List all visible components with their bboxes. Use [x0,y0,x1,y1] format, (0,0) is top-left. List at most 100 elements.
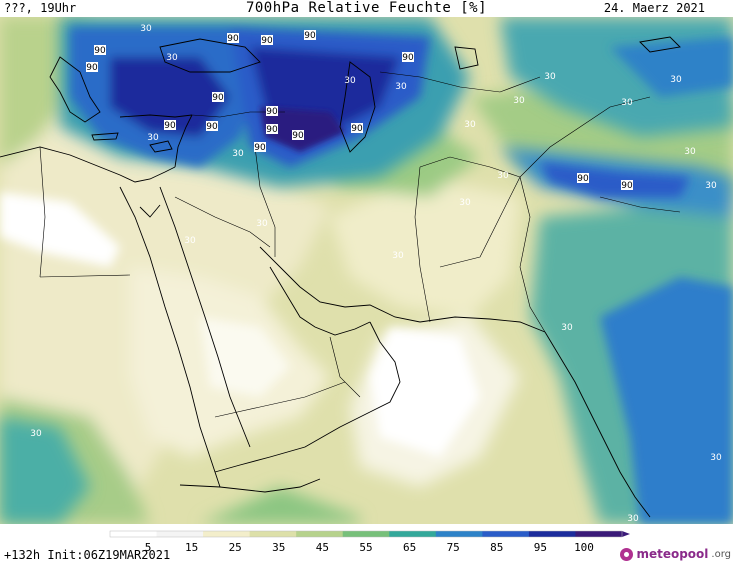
geography-lines [0,36,681,518]
contour-label-90: 90 [86,62,98,73]
contour-label-90: 90 [351,123,363,134]
legend-swatch [296,531,344,537]
valid-date: 24. Maerz 2021 [603,1,705,15]
svg-text:90: 90 [254,143,266,153]
svg-text:30: 30 [30,429,42,439]
svg-text:30: 30 [344,76,356,86]
legend-tick-label: 85 [490,541,503,554]
svg-text:30: 30 [705,181,717,191]
svg-text:90: 90 [292,131,304,141]
brand-name: meteopool [636,547,709,561]
field-wet-ne [610,37,733,97]
svg-text:30: 30 [184,236,196,246]
border-india-nepal [599,196,681,213]
contour-label-30: 30 [705,181,717,191]
persian-gulf-north-coast [259,246,421,323]
levant-coast [174,114,193,168]
legend-tick-label: 75 [447,541,460,554]
brand-icon [620,547,634,561]
contour-label-30: 30 [497,171,509,181]
legend-bar [109,530,630,538]
greece-coast [49,56,101,123]
svg-text:30: 30 [513,96,525,106]
svg-text:30: 30 [684,147,696,157]
india-west-coast [544,331,651,518]
red-sea-east-coast [159,186,251,448]
brand-tld: .org [711,548,731,560]
contour-label-30: 30 [544,72,556,82]
contour-label-90: 90 [164,120,176,131]
arabia-south-coast [214,411,371,473]
field-white-sea [370,327,480,457]
legend-swatch [110,531,158,537]
legend-tick-label: 5 [145,541,152,554]
svg-text:30: 30 [710,453,722,463]
contour-label-30: 30 [166,53,178,63]
contour-label-30: 30 [344,76,356,86]
border-saudi-iraq [174,196,271,248]
contour-label-90: 90 [292,130,304,141]
svg-text:30: 30 [166,53,178,63]
brand-logo[interactable]: meteopool .org [620,545,731,563]
field-green-sea [200,487,360,524]
svg-text:90: 90 [261,36,273,46]
crete [91,132,119,141]
legend-tick-label: 35 [272,541,285,554]
chart-title: 700hPa Relative Feuchte [%] [245,0,488,16]
oman-coast [369,321,401,413]
field-wet-himalaya [540,162,690,197]
contour-label-90: 90 [266,124,278,135]
contour-label-30: 30 [621,98,633,108]
legend-swatch [249,531,297,537]
svg-text:90: 90 [227,34,239,44]
field-wet-core1 [110,57,230,137]
field-white-arabia [200,317,290,397]
svg-text:90: 90 [266,125,278,135]
contour-label-30: 30 [684,147,696,157]
field-saturated-core [260,107,345,152]
contour-label-30: 30 [184,236,196,246]
svg-text:30: 30 [147,133,159,143]
contour-label-30: 30 [670,75,682,85]
somalia-coast [179,478,321,493]
border-iran-east [414,166,431,323]
legend-swatch [156,531,204,537]
legend-swatch [528,531,576,537]
field-white-desert [0,192,120,267]
contour-label-90: 90 [254,142,266,153]
field-wet-india [600,277,733,524]
legend-swatch [482,531,530,537]
contour-label-90: 90 [94,45,106,56]
svg-text:90: 90 [304,31,316,41]
legend-tick-label: 55 [359,541,372,554]
legend-swatch [203,531,251,537]
svg-text:90: 90 [621,181,633,191]
border-oman [329,336,361,398]
anatomia-south-coast [119,114,193,118]
svg-text:30: 30 [670,75,682,85]
contour-label-30: 30 [464,120,476,130]
contour-label-90: 90 [212,92,224,103]
border-china [519,96,651,178]
cyprus [149,140,173,153]
contour-label-30: 30 [459,198,471,208]
contour-label-30: 30 [256,219,268,229]
contour-label-90: 90 [304,30,316,41]
border-egypt-libya [39,146,46,278]
gulf-aqaba [139,204,161,218]
persian-gulf-south-coast [269,266,371,336]
contour-label-30: 30 [30,429,42,439]
color-legend: 5 15 25 35 45 55 65 75 85 95 100 [109,530,630,554]
contour-label-90: 90 [266,106,278,117]
caspian-sea [339,61,376,153]
borders [39,71,681,418]
black-sea [159,38,261,73]
legend-swatch [342,531,390,537]
svg-text:30: 30 [627,514,639,524]
svg-text:30: 30 [392,251,404,261]
mediterranean-coast [0,146,176,183]
red-sea-west-coast [119,186,221,488]
contour-label-90: 90 [402,52,414,63]
